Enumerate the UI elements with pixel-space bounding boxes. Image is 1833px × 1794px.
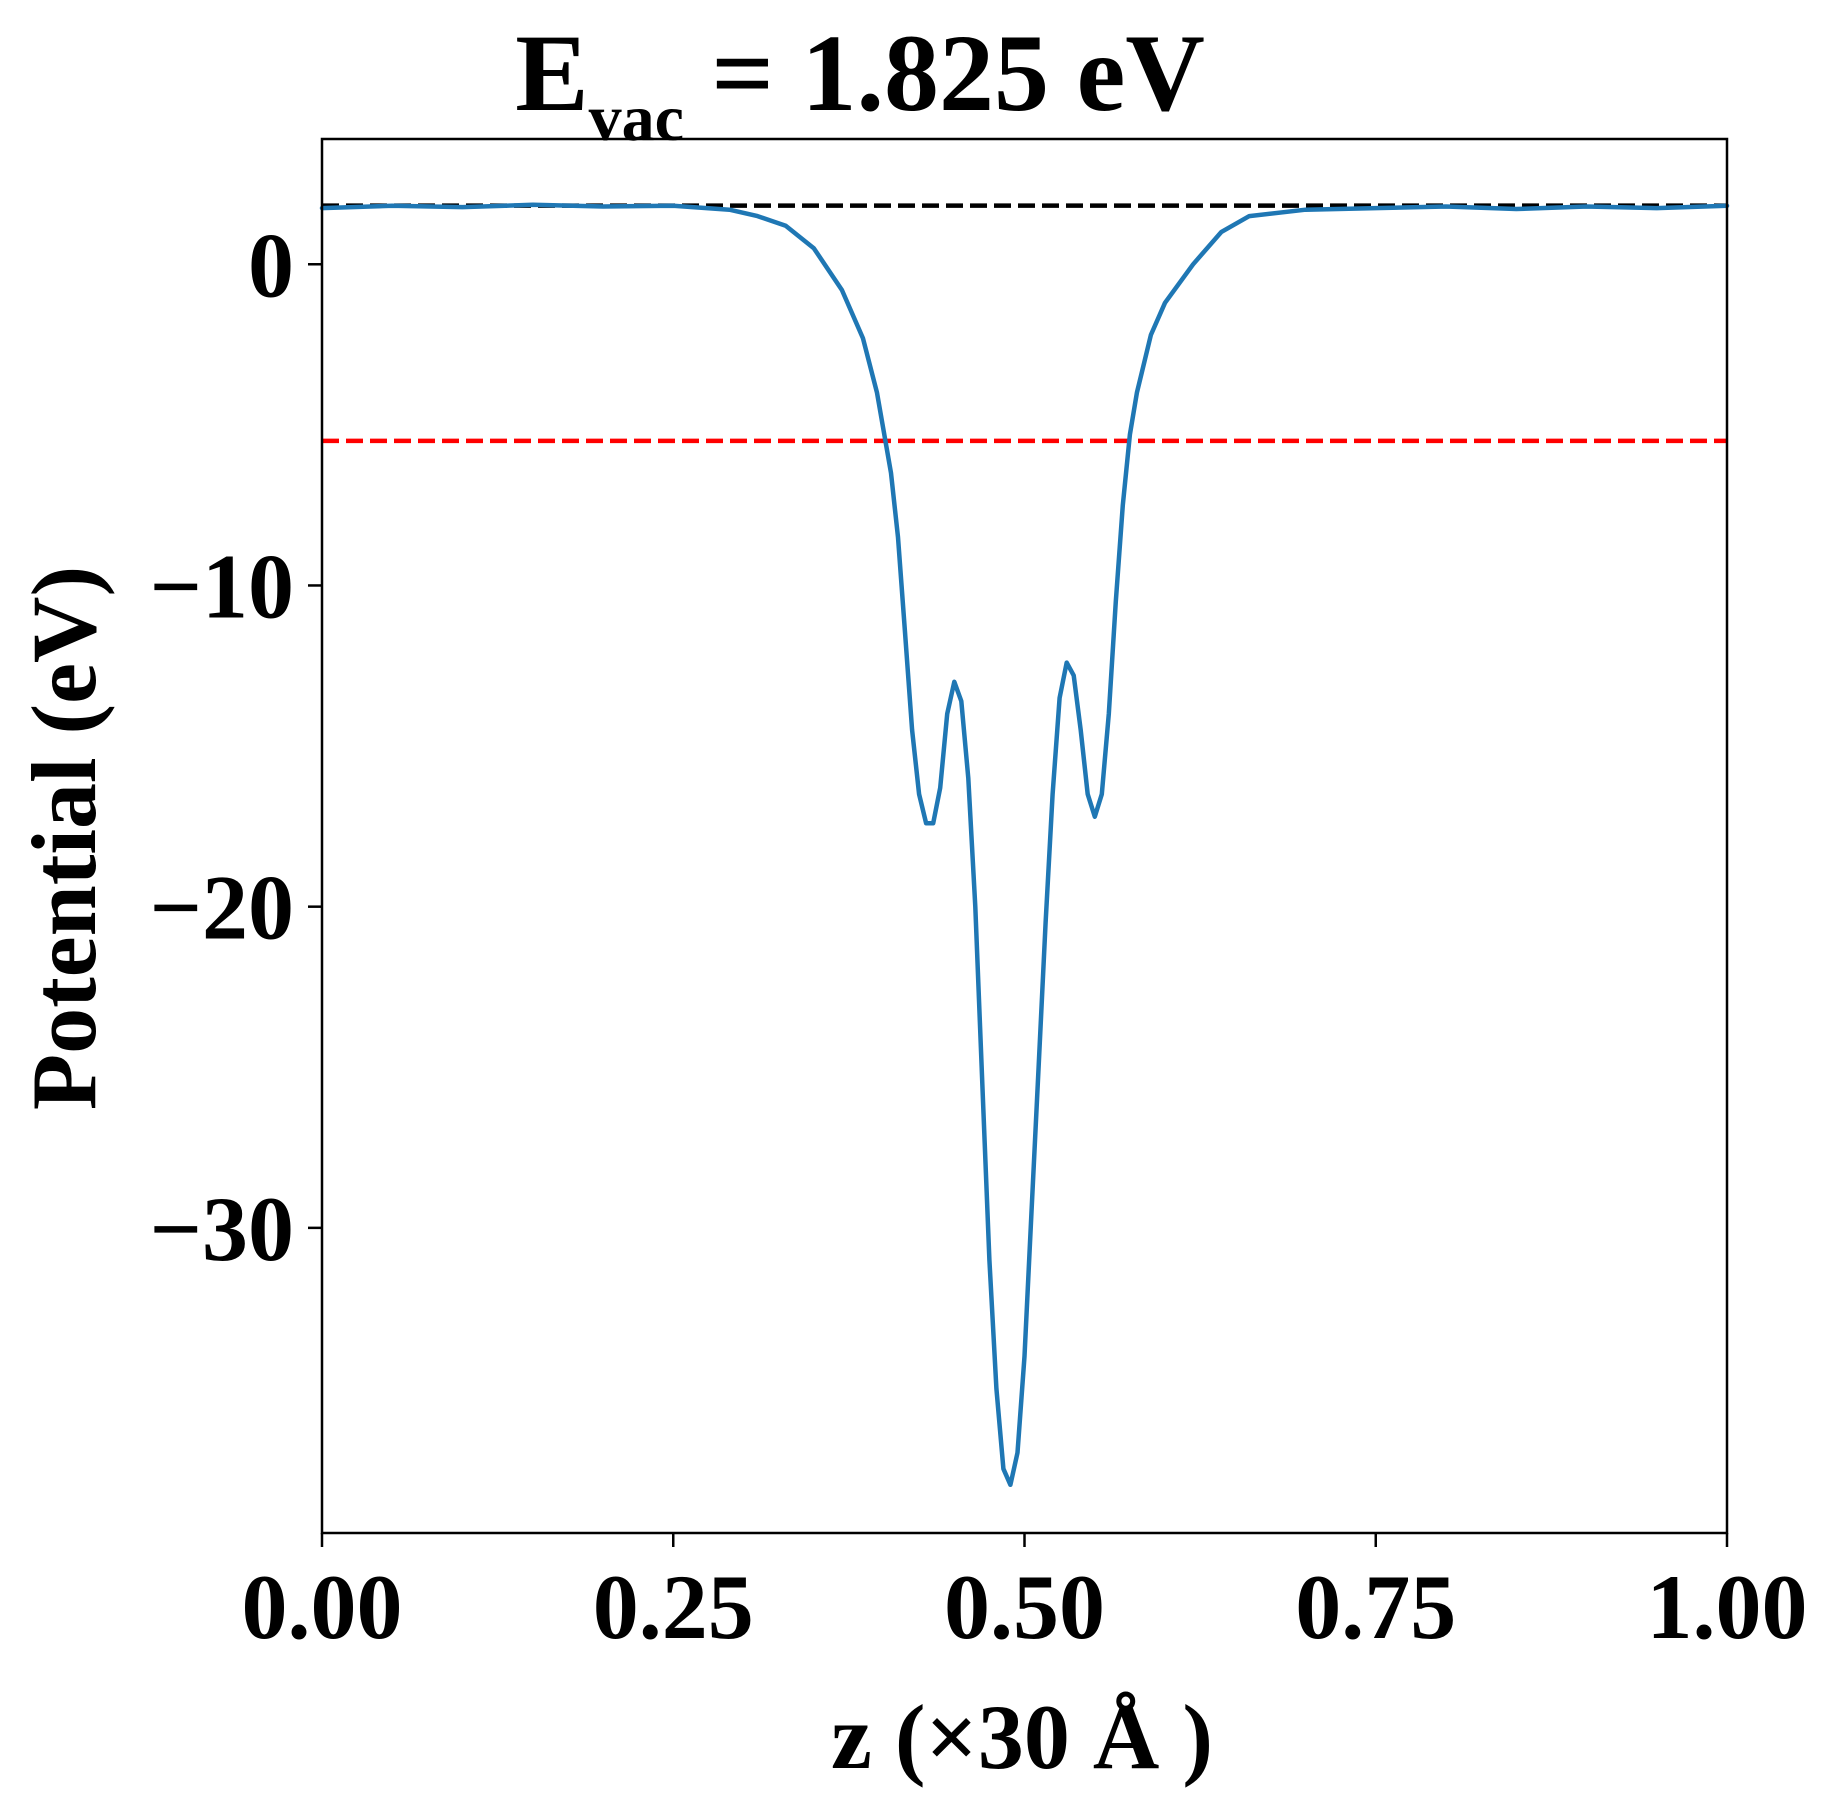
x-tick-label: 0.50 [944, 1556, 1105, 1658]
y-axis-label: Potential (eV) [13, 566, 115, 1110]
y-axis-ticks: 0 −10 −20 −30 [150, 214, 322, 1280]
y-tick-label: 0 [248, 214, 294, 316]
y-tick-label: −20 [150, 857, 294, 959]
x-tick-label: 0.25 [593, 1556, 754, 1658]
title-rest: = 1.825 eV [684, 12, 1205, 134]
y-tick-label: −10 [150, 535, 294, 637]
plot-frame [320, 137, 1729, 1535]
potential-series-line [319, 202, 1730, 1488]
x-axis-label: z (×30 Å ) [831, 1686, 1213, 1788]
chart-title: Evac = 1.825 eV [515, 12, 1205, 155]
title-subscript: vac [589, 82, 684, 155]
x-tick-label: 0.00 [242, 1556, 403, 1658]
x-tick-label: 1.00 [1647, 1556, 1808, 1658]
title-symbol: E [515, 12, 588, 134]
x-tick-label: 0.75 [1295, 1556, 1456, 1658]
y-tick-label: −30 [150, 1178, 294, 1280]
series-layer [319, 202, 1730, 1488]
reference-lines [322, 203, 1727, 444]
x-axis-ticks: 0.00 0.25 0.50 0.75 1.00 [242, 1533, 1808, 1658]
